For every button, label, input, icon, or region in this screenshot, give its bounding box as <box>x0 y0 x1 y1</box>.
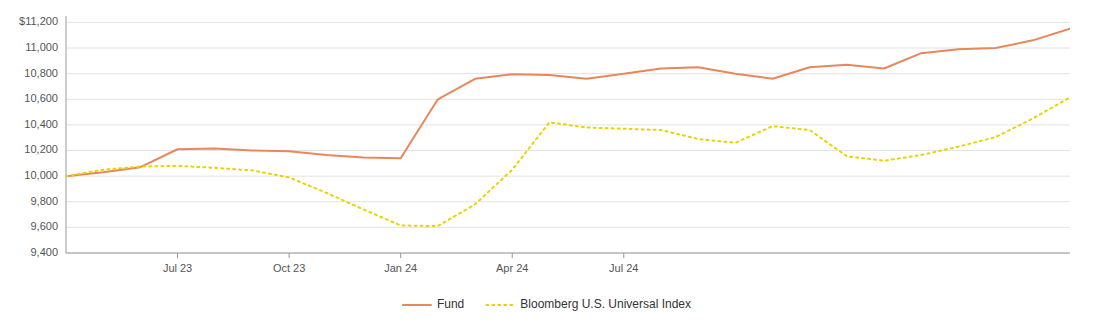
y-tick-label: 9,800 <box>30 195 58 207</box>
x-ticks: Jul 23 Oct 23 Jan 24 Apr 24 Jul 24 <box>163 253 639 274</box>
legend-swatch <box>403 304 431 306</box>
y-tick-label: 9,600 <box>30 220 58 232</box>
y-tick-label: 10,800 <box>24 67 58 79</box>
x-tick <box>512 253 513 258</box>
legend-label: Bloomberg U.S. Universal Index <box>520 297 691 311</box>
grid-line <box>66 150 1070 151</box>
grid-line <box>66 176 1070 177</box>
grid-line <box>66 253 1070 254</box>
x-axis-line <box>66 253 1070 254</box>
grid-line <box>66 201 1070 202</box>
y-tick-label: 10,600 <box>24 92 58 104</box>
x-tick <box>289 253 290 258</box>
y-tick-label: 10,000 <box>24 169 58 181</box>
legend-item: Bloomberg U.S. Universal Index <box>486 297 691 311</box>
series-line <box>66 29 1070 176</box>
y-tick-label: $11,200 <box>19 15 58 27</box>
x-tick-label: Jan 24 <box>384 262 417 274</box>
x-tick-label: Oct 23 <box>273 262 305 274</box>
legend-item: Fund <box>403 297 464 311</box>
grid-line <box>66 48 1070 49</box>
series-line <box>66 97 1070 226</box>
x-tick <box>400 253 401 258</box>
legend: Fund Bloomberg U.S. Universal Index <box>403 297 691 311</box>
grid-line <box>66 99 1070 100</box>
x-tick <box>177 253 178 258</box>
grid-line <box>66 22 1070 23</box>
grid-line <box>66 227 1070 228</box>
y-tick-label: 10,400 <box>24 118 58 130</box>
grid-line <box>66 124 1070 125</box>
legend-label: Fund <box>437 297 464 311</box>
lines <box>66 29 1070 226</box>
chart: 9,400 9,600 9,800 10,000 10,200 10,400 10,600 1… <box>0 0 1094 327</box>
y-tick-labels: 9,400 9,600 9,800 10,000 10,200 10,400 10,600 1… <box>19 15 58 258</box>
y-tick-label: 11,000 <box>25 41 58 53</box>
x-tick <box>623 253 624 258</box>
y-grid <box>66 22 1070 253</box>
x-tick-label: Jul 24 <box>609 262 638 274</box>
legend-swatch <box>486 304 514 306</box>
x-tick-label: Jul 23 <box>163 262 192 274</box>
y-tick-label: 10,200 <box>24 143 58 155</box>
y-axis-line <box>66 16 67 253</box>
grid-line <box>66 73 1070 74</box>
x-tick-label: Apr 24 <box>496 262 528 274</box>
y-tick-label: 9,400 <box>30 246 58 258</box>
